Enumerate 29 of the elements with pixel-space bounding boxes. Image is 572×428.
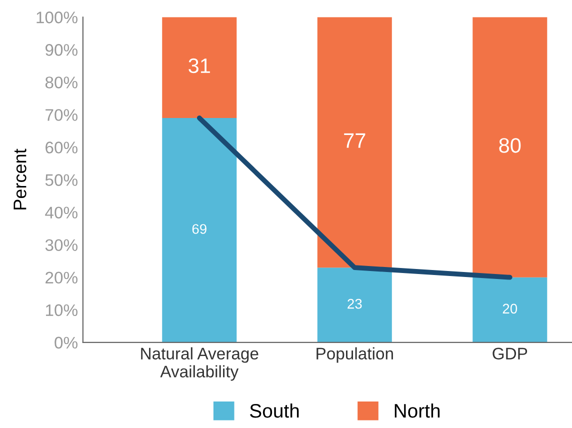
y-tick-label: 60% xyxy=(46,142,78,154)
x-tick-label: Natural Average Availability xyxy=(141,347,258,381)
legend-label: South xyxy=(250,403,299,418)
x-tick-label: Population xyxy=(316,347,393,363)
data-label: 23 xyxy=(348,298,362,309)
bar xyxy=(472,277,548,342)
y-tick-label: 50% xyxy=(45,174,78,186)
bar xyxy=(317,17,392,268)
data-label: 20 xyxy=(502,304,518,314)
y-tick-label: 20% xyxy=(46,272,78,284)
y-axis-title: Percent xyxy=(14,148,26,210)
y-tick-label: 70% xyxy=(46,109,78,121)
bar xyxy=(317,268,392,342)
y-tick-label: 30% xyxy=(45,239,78,252)
bar xyxy=(162,118,237,342)
bar xyxy=(472,17,548,278)
data-label: 77 xyxy=(344,133,366,148)
x-tick-label: GDP xyxy=(492,348,528,360)
y-tick-label: 100% xyxy=(36,12,78,24)
y-tick-label: 80% xyxy=(45,76,78,88)
data-label: 31 xyxy=(188,58,210,74)
y-tick-label: 10% xyxy=(46,304,78,316)
y-tick-label: 90% xyxy=(46,44,78,56)
y-tick-label: 40% xyxy=(45,206,78,218)
data-label: 69 xyxy=(192,224,206,234)
bar xyxy=(162,17,237,118)
legend-label: North xyxy=(394,403,440,418)
data-label: 80 xyxy=(499,138,521,153)
y-tick-label: 0% xyxy=(54,336,78,349)
